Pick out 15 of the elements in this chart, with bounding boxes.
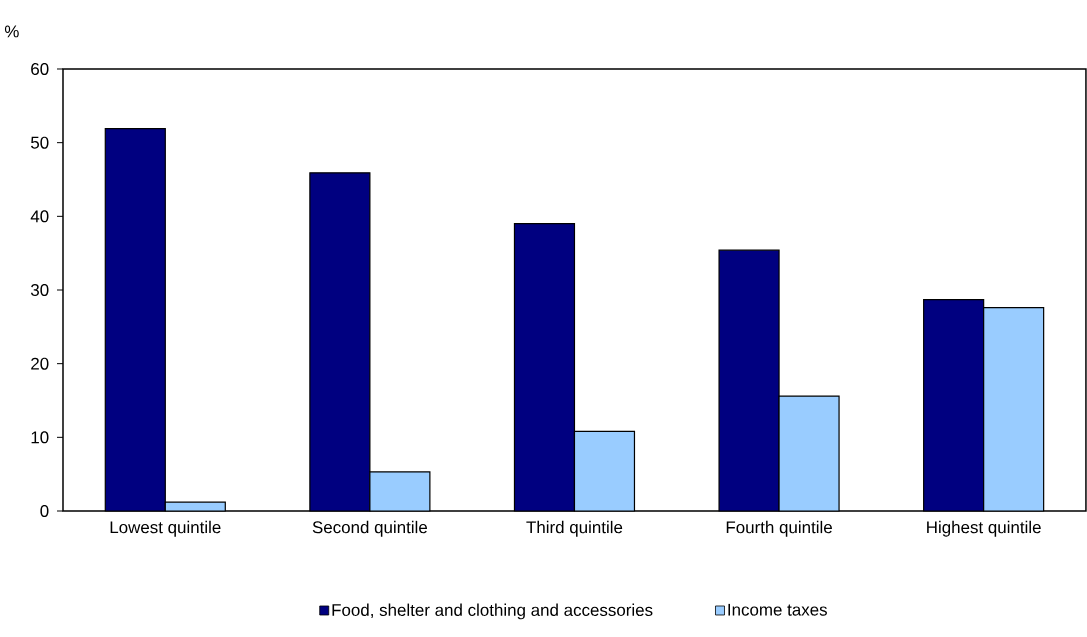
legend-label: Income taxes	[728, 603, 827, 616]
y-tick-label: 0	[40, 505, 49, 517]
y-tick-label: 10	[31, 431, 49, 444]
x-tick-label: Lowest quintile	[110, 520, 221, 537]
y-axis-title: %	[4, 25, 19, 38]
y-tick-label: 50	[30, 136, 49, 149]
y-tick-label: 60	[31, 63, 49, 75]
y-tick-label: 30	[30, 284, 49, 296]
x-tick-label: Highest quintile	[927, 520, 1041, 537]
legend-label: Food, shelter and clothing and accessories	[332, 603, 653, 620]
y-tick-label: 40	[30, 210, 49, 223]
x-tick-label: Fourth quintile	[726, 520, 832, 537]
y-tick-label: 20	[31, 357, 49, 370]
x-tick-label: Third quintile	[526, 520, 623, 537]
x-tick-label: Second quintile	[312, 520, 428, 537]
